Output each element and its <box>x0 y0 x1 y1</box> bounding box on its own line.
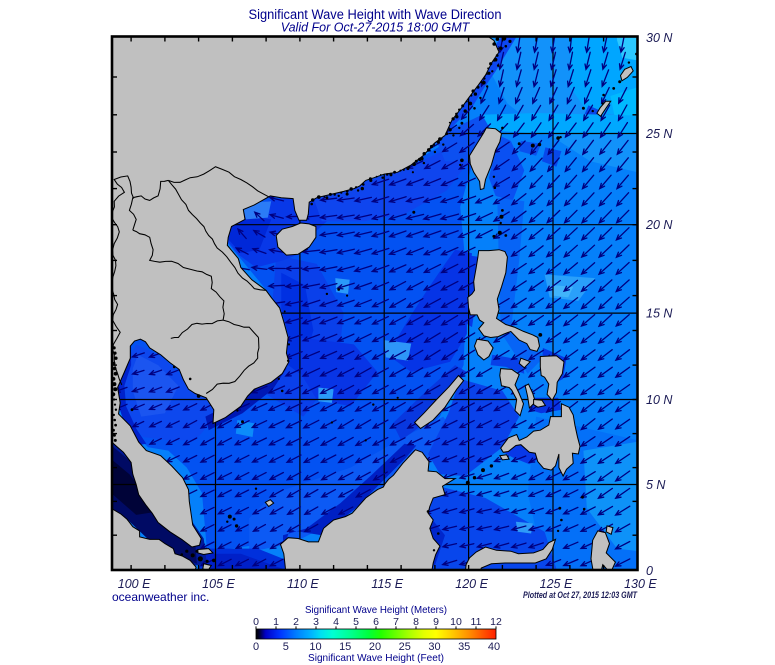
svg-text:1: 1 <box>273 616 279 628</box>
svg-text:110 E: 110 E <box>287 577 319 591</box>
svg-text:5: 5 <box>353 616 359 628</box>
svg-text:12: 12 <box>490 616 502 628</box>
svg-text:20: 20 <box>369 641 381 653</box>
svg-text:30: 30 <box>428 641 440 653</box>
svg-text:Valid For Oct-27-2015 18:00 GM: Valid For Oct-27-2015 18:00 GMT <box>281 21 471 35</box>
svg-text:4: 4 <box>333 616 339 628</box>
svg-text:8: 8 <box>413 616 419 628</box>
svg-text:20 N: 20 N <box>645 218 673 232</box>
svg-text:10 N: 10 N <box>646 393 673 407</box>
svg-text:40: 40 <box>488 641 500 653</box>
svg-text:2: 2 <box>293 616 299 628</box>
svg-text:5: 5 <box>283 641 289 653</box>
svg-text:11: 11 <box>471 616 482 628</box>
svg-text:0: 0 <box>253 641 259 653</box>
svg-text:100 E: 100 E <box>118 577 151 591</box>
svg-text:15 N: 15 N <box>646 307 673 321</box>
svg-text:0: 0 <box>646 564 653 578</box>
svg-text:115 E: 115 E <box>371 577 403 591</box>
svg-text:Significant Wave Height with W: Significant Wave Height with Wave Direct… <box>249 7 502 22</box>
svg-text:oceanweather inc.: oceanweather inc. <box>112 590 209 604</box>
svg-text:10: 10 <box>450 616 462 628</box>
svg-text:3: 3 <box>313 616 319 628</box>
svg-text:15: 15 <box>339 641 351 653</box>
svg-text:Significant Wave Height (Feet): Significant Wave Height (Feet) <box>308 652 444 664</box>
svg-text:5 N: 5 N <box>646 478 666 492</box>
svg-text:7: 7 <box>393 616 399 628</box>
svg-text:30 N: 30 N <box>646 31 673 45</box>
svg-text:10: 10 <box>309 641 321 653</box>
svg-text:9: 9 <box>433 616 439 628</box>
svg-text:0: 0 <box>253 616 259 628</box>
svg-text:130 E: 130 E <box>624 577 657 591</box>
svg-text:35: 35 <box>458 641 470 653</box>
svg-text:125 E: 125 E <box>540 577 573 591</box>
svg-text:Significant Wave Height (Meter: Significant Wave Height (Meters) <box>305 604 447 616</box>
svg-text:25 N: 25 N <box>645 127 673 141</box>
svg-text:25: 25 <box>399 641 411 653</box>
svg-text:105 E: 105 E <box>202 577 235 591</box>
svg-text:120 E: 120 E <box>455 577 488 591</box>
svg-text:Plotted at Oct 27, 2015 12:03: Plotted at Oct 27, 2015 12:03 GMT <box>523 590 638 600</box>
svg-text:6: 6 <box>373 616 379 628</box>
